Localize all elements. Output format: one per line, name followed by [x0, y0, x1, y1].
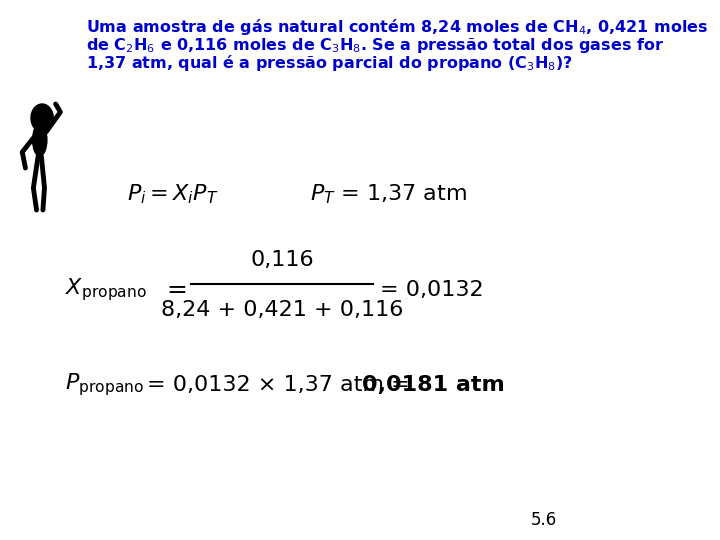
Text: $P_i = X_i P_T$: $P_i = X_i P_T$ — [127, 182, 219, 206]
Text: 0,0181 atm: 0,0181 atm — [361, 375, 504, 395]
Text: $P_{\mathrm{propano}}$: $P_{\mathrm{propano}}$ — [65, 372, 144, 399]
Text: Uma amostra de gás natural contém 8,24 moles de CH$_4$, 0,421 moles: Uma amostra de gás natural contém 8,24 m… — [86, 17, 708, 37]
Text: 0,116: 0,116 — [251, 250, 314, 270]
Text: =: = — [167, 278, 188, 302]
Text: 1,37 atm, qual é a pressão parcial do propano (C$_3$H$_8$)?: 1,37 atm, qual é a pressão parcial do pr… — [86, 53, 572, 73]
Text: 5.6: 5.6 — [531, 511, 557, 529]
Text: $P_T$ = 1,37 atm: $P_T$ = 1,37 atm — [310, 182, 467, 206]
Text: $X_{\mathrm{propano}}$: $X_{\mathrm{propano}}$ — [65, 276, 147, 303]
Text: de C$_2$H$_6$ e 0,116 moles de C$_3$H$_8$. Se a pressão total dos gases for: de C$_2$H$_6$ e 0,116 moles de C$_3$H$_8… — [86, 36, 664, 55]
Text: = 0,0132: = 0,0132 — [380, 280, 483, 300]
Circle shape — [31, 104, 53, 132]
Text: 8,24 + 0,421 + 0,116: 8,24 + 0,421 + 0,116 — [161, 300, 403, 320]
Text: = 0,0132 × 1,37 atm =: = 0,0132 × 1,37 atm = — [147, 375, 410, 395]
Ellipse shape — [32, 124, 47, 156]
